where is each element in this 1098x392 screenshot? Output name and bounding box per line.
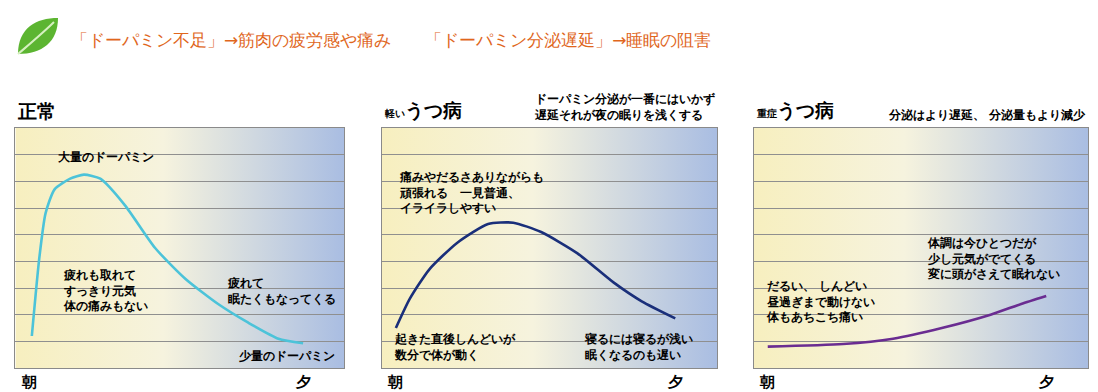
svg-text:疲れも取れてすっきり元気体の痛みもない: 疲れも取れてすっきり元気体の痛みもない [63,268,148,313]
svg-text:寝るには寝るが浅い眠くなるのも遅い: 寝るには寝るが浅い眠くなるのも遅い [584,332,693,362]
svg-text:朝: 朝 [387,373,403,391]
svg-text:起きた直後しんどいが数分で体が動く: 起きた直後しんどいが数分で体が動く [394,332,516,362]
svg-text:「ドーパミン不足」→筋肉の疲労感や痛み 「ドーパミン分泌遅: 「ドーパミン不足」→筋肉の疲労感や痛み 「ドーパミン分泌遅延」→睡眠の阻害 [71,30,712,50]
svg-text:夕: 夕 [1038,373,1054,391]
svg-text:正常: 正常 [17,100,56,122]
svg-text:分泌はより遅延、 分泌量もより減少: 分泌はより遅延、 分泌量もより減少 [888,108,1086,122]
svg-text:体調は今ひとつだが少し元気がでてくる変に頭がさえて眠れない: 体調は今ひとつだが少し元気がでてくる変に頭がさえて眠れない [927,236,1060,281]
svg-text:重症うつ病: 重症うつ病 [756,99,834,122]
svg-text:疲れて眠たくもなってくる: 疲れて眠たくもなってくる [227,276,336,306]
svg-text:朝: 朝 [759,373,775,391]
svg-text:少量のドーパミン: 少量のドーパミン [238,349,335,363]
svg-text:大量のドーパミン: 大量のドーパミン [58,150,154,164]
svg-text:夕: 夕 [295,373,311,391]
svg-text:ドーパミン分泌が一番にはいかず遅延それが夜の眠りを浅くする: ドーパミン分泌が一番にはいかず遅延それが夜の眠りを浅くする [534,92,715,122]
svg-text:朝: 朝 [21,373,37,391]
svg-text:軽いうつ病: 軽いうつ病 [384,99,462,122]
svg-text:だるい、 しんどい昼過ぎまで動けない体もあちこち痛い: だるい、 しんどい昼過ぎまで動けない体もあちこち痛い [766,279,875,324]
svg-text:痛みやだるさありながらも頑張れる 一見普通、イライラしやすい: 痛みやだるさありながらも頑張れる 一見普通、イライラしやすい [399,170,544,215]
svg-text:夕: 夕 [667,373,683,391]
